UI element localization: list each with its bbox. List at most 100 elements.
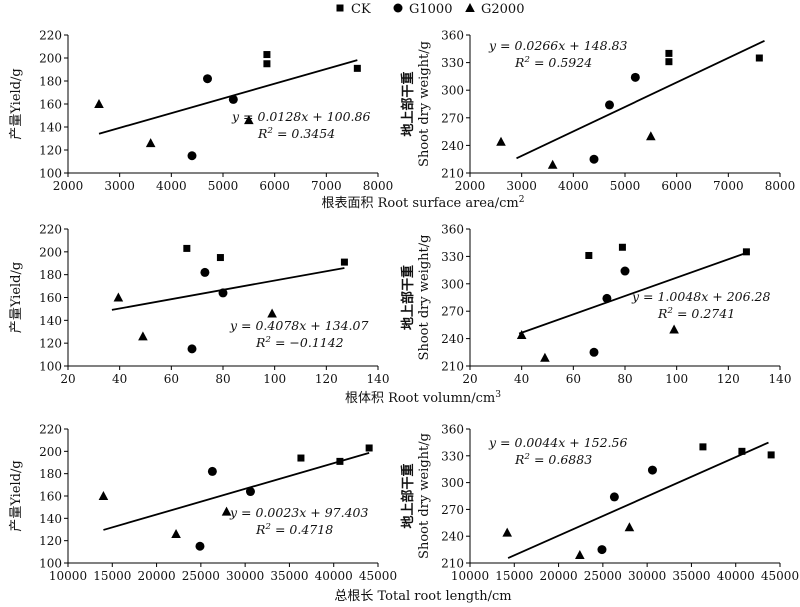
x-tick-label: 60 [566,372,581,386]
x-tick-label: 4000 [558,179,589,193]
data-point-ck [216,254,224,262]
y-axis-title: 产量Yield/g [9,460,24,531]
y-tick-label: 160 [39,490,62,504]
x-tick-label: 100 [263,372,286,386]
data-point-g2000 [496,136,506,146]
y-tick-label: 300 [441,277,464,291]
legend-marker-g2000 [465,3,475,12]
data-point-g2000 [516,329,527,339]
x-tick-label: 10000 [451,569,489,583]
y-tick-label: 140 [39,314,62,328]
x-tick-label: 7000 [713,179,744,193]
x-tick-label: 20000 [539,569,577,583]
data-point-g1000 [609,492,619,502]
legend-label-ck: CK [351,2,371,17]
x-tick-label: 80 [215,372,230,386]
data-point-g2000 [502,527,512,537]
data-point-g1000 [187,344,197,354]
data-point-ck [665,58,673,66]
y-tick-label: 210 [441,167,464,181]
data-point-g2000 [113,292,124,302]
r-squared-label: R2 = 0.5924 [514,55,592,70]
y-axis-title: 产量Yield/g [9,262,24,333]
y-tick-label: 120 [39,534,62,548]
data-point-g1000 [602,293,612,303]
x-tick-label: 40000 [315,569,353,583]
data-point-g1000 [187,151,197,161]
x-tick-label: 140 [769,372,792,386]
y-tick-label: 300 [441,84,464,98]
legend: CK G1000 G2000 [336,2,524,17]
y-tick-label: 210 [441,557,464,571]
y-axis-title: 产量Yield/g [9,68,24,139]
y-tick-label: 270 [441,503,464,517]
data-point-g2000 [624,522,635,532]
data-point-ck [297,454,305,462]
data-point-ck [767,451,775,459]
y-tick-label: 140 [39,512,62,526]
data-point-g1000 [245,487,255,497]
data-point-g2000 [98,491,109,500]
y-tick-label: 200 [39,445,62,459]
scatter-panel-6: 210 240 270 300 330 360 10000 15000 20000 25000 30… [400,423,799,584]
x-tick-label: 5000 [208,179,239,193]
data-point-ck [365,444,373,452]
trend-equation: y = 0.0266x + 148.83 [488,38,627,53]
r-squared-label: R2 = 0.3454 [257,126,335,141]
data-point-g2000 [547,159,558,169]
y-axis-title-en: Shoot dry weight/g [417,41,432,167]
y-tick-label: 300 [441,476,464,490]
x-tick-label: 7000 [311,179,342,193]
x-tick-label: 40 [514,372,529,386]
x-tick-label: 40000 [717,569,755,583]
data-point-ck [755,54,763,62]
data-point-g2000 [171,528,181,538]
x-tick-label: 3000 [506,179,537,193]
data-point-ck [263,60,271,68]
x-tick-label: 6000 [259,179,290,193]
y-tick-label: 240 [441,332,464,346]
x-tick-label: 15000 [93,569,131,583]
trend-equation: y = 0.0023x + 97.403 [229,505,368,520]
legend-marker-ck [336,4,344,12]
legend-marker-g1000 [393,3,403,13]
x-tick-label: 30000 [226,569,264,583]
data-point-g2000 [145,138,156,148]
x-tick-label: 100 [665,372,688,386]
data-point-g2000 [267,308,277,318]
data-point-ck [665,49,673,57]
data-point-g2000 [221,506,232,516]
y-tick-label: 160 [39,291,62,305]
y-axis-title: 地上部干重 [400,71,416,136]
x-tick-label: 35000 [270,569,308,583]
y-tick-label: 360 [441,29,464,43]
trend-equation: y = 0.4078x + 134.07 [229,318,368,333]
data-point-g1000 [589,154,599,164]
scatter-panel-3: 100 120 140 160 180 200 220 20 40 60 80 100 120 140 产量… [9,223,389,387]
y-tick-label: 360 [441,423,464,437]
x-tick-label: 20 [462,372,477,386]
y-axis-title-en: Shoot dry weight/g [417,433,432,559]
data-point-g1000 [200,267,210,277]
scatter-panel-5: 100 120 140 160 180 200 220 10000 15000 20000 2500… [9,423,397,584]
y-tick-label: 330 [441,56,464,70]
y-tick-label: 220 [39,423,62,437]
y-tick-label: 160 [39,98,62,112]
x-tick-label: 5000 [610,179,641,193]
x-tick-label: 25000 [182,569,220,583]
data-point-ck [336,457,344,465]
panels: 100 120 140 160 180 200 220 2000 3000 4000 5000 600… [9,29,799,584]
y-axis-title-en: Shoot dry weight/g [417,235,432,361]
x-tick-label: 8000 [363,179,394,193]
y-tick-label: 100 [39,167,62,181]
scatter-panel-1: 100 120 140 160 180 200 220 2000 3000 4000 5000 600… [9,29,393,194]
y-tick-label: 240 [441,530,464,544]
legend-label-g2000: G2000 [481,2,524,17]
y-tick-label: 180 [39,467,62,481]
scatter-panel-2: 210 240 270 300 330 360 2000 3000 4000 5000 6000 70… [400,29,795,194]
y-tick-label: 200 [39,52,62,66]
data-point-ck [738,447,746,455]
trend-line [111,267,345,311]
data-point-g2000 [244,115,254,125]
